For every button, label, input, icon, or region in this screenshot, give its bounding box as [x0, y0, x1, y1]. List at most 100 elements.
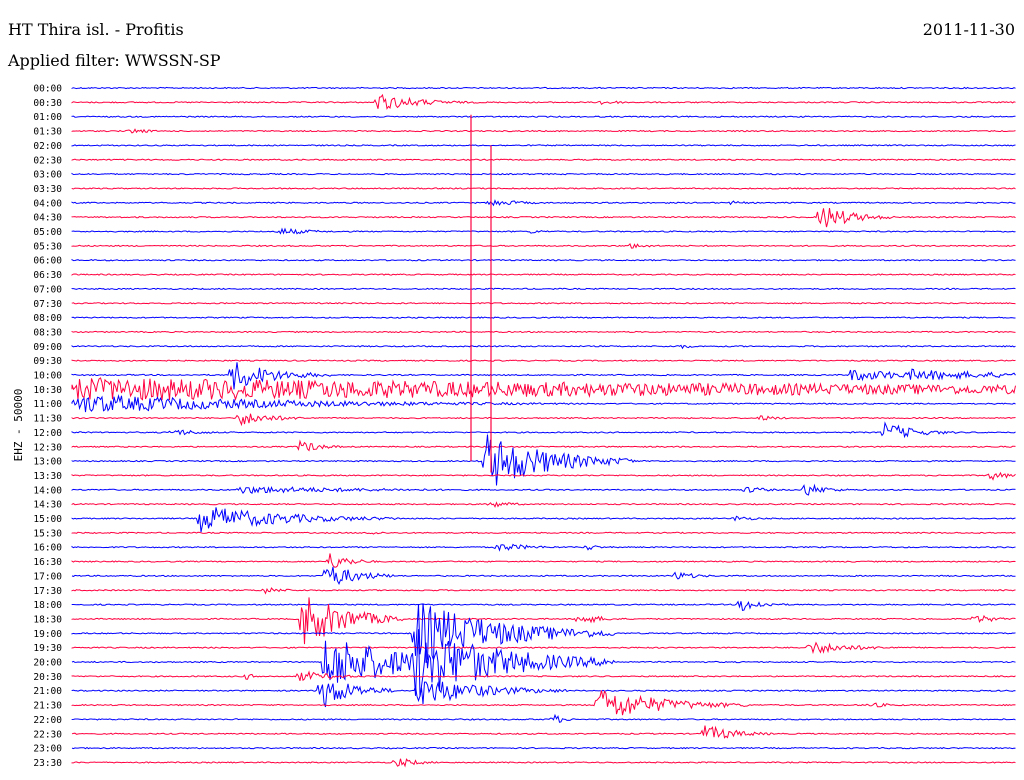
- trace-1500: [71, 507, 1016, 533]
- trace-1930: [71, 641, 1016, 655]
- time-label-2300: 23:00: [33, 744, 62, 755]
- time-label-2130: 21:30: [33, 701, 62, 712]
- time-label-0100: 01:00: [33, 112, 62, 123]
- time-label-1800: 18:00: [33, 600, 62, 611]
- trace-0130: [71, 128, 1016, 134]
- trace-2100: [71, 681, 1016, 708]
- trace-0330: [71, 187, 1016, 190]
- time-label-1900: 19:00: [33, 629, 62, 640]
- time-label-1300: 13:00: [33, 457, 62, 468]
- time-label-0830: 08:30: [33, 327, 62, 338]
- time-label-1600: 16:00: [33, 543, 62, 554]
- trace-1100: [71, 394, 1016, 413]
- trace-0530: [71, 242, 1016, 249]
- time-label-0500: 05:00: [33, 227, 62, 238]
- time-label-2100: 21:00: [33, 686, 62, 697]
- trace-1430: [71, 501, 1016, 508]
- trace-0930: [71, 359, 1016, 362]
- time-label-0730: 07:30: [33, 299, 62, 310]
- time-label-0630: 06:30: [33, 270, 62, 281]
- time-label-0230: 02:30: [33, 155, 62, 166]
- trace-1030: [71, 377, 1016, 401]
- trace-2300: [71, 746, 1016, 750]
- time-label-0200: 02:00: [33, 141, 62, 152]
- trace-0600: [71, 258, 1016, 262]
- time-label-0800: 08:00: [33, 313, 62, 324]
- trace-0230: [71, 158, 1016, 161]
- trace-1730: [71, 587, 1016, 595]
- trace-1330: [71, 471, 1016, 481]
- trace-1400: [71, 483, 1016, 496]
- date-label: 2011-11-30: [922, 20, 1015, 39]
- time-label-1530: 15:30: [33, 528, 62, 539]
- trace-1530: [71, 531, 1016, 535]
- trace-1630: [71, 553, 1016, 568]
- time-label-2330: 23:30: [33, 758, 62, 769]
- time-label-1200: 12:00: [33, 428, 62, 439]
- trace-2130: [71, 690, 1016, 716]
- time-label-0130: 01:30: [33, 127, 62, 138]
- trace-2330: [71, 758, 1016, 768]
- trace-1000: [71, 362, 1016, 390]
- trace-0830: [71, 330, 1016, 334]
- trace-1230: [71, 439, 1016, 452]
- trace-1300: [71, 434, 1016, 486]
- time-label-0000: 00:00: [33, 84, 62, 95]
- station-title: HT Thira isl. - Profitis: [8, 20, 184, 39]
- trace-2200: [71, 713, 1016, 723]
- time-label-0930: 09:30: [33, 356, 62, 367]
- trace-0700: [71, 287, 1016, 291]
- time-label-2030: 20:30: [33, 672, 62, 683]
- time-label-1700: 17:00: [33, 571, 62, 582]
- time-label-0600: 06:00: [33, 256, 62, 267]
- trace-1130: [71, 413, 1016, 427]
- time-label-1930: 19:30: [33, 643, 62, 654]
- trace-0300: [71, 172, 1016, 176]
- time-label-0300: 03:00: [33, 170, 62, 181]
- trace-0630: [71, 273, 1016, 276]
- time-label-1630: 16:30: [33, 557, 62, 568]
- trace-1900: [71, 603, 1016, 663]
- time-label-1330: 13:30: [33, 471, 62, 482]
- trace-1200: [71, 421, 1016, 439]
- time-label-1100: 11:00: [33, 399, 62, 410]
- time-label-0430: 04:30: [33, 213, 62, 224]
- time-label-1030: 10:30: [33, 385, 62, 396]
- time-label-1500: 15:00: [33, 514, 62, 525]
- trace-0200: [71, 144, 1016, 147]
- time-label-0030: 00:30: [33, 98, 62, 109]
- time-label-2230: 22:30: [33, 729, 62, 740]
- trace-0730: [71, 302, 1016, 305]
- trace-0030: [71, 93, 1016, 110]
- trace-2030: [71, 670, 1016, 682]
- time-label-1730: 17:30: [33, 586, 62, 597]
- time-label-1830: 18:30: [33, 614, 62, 625]
- trace-0400: [71, 199, 1016, 207]
- time-label-0530: 05:30: [33, 241, 62, 252]
- time-label-0400: 04:00: [33, 198, 62, 209]
- time-label-0900: 09:00: [33, 342, 62, 353]
- time-label-0700: 07:00: [33, 284, 62, 295]
- trace-1600: [71, 543, 1016, 552]
- trace-1800: [71, 600, 1016, 611]
- time-label-2200: 22:00: [33, 715, 62, 726]
- filter-label: Applied filter: WWSSN-SP: [8, 51, 221, 70]
- trace-1830: [71, 597, 1016, 645]
- trace-0430: [71, 208, 1016, 228]
- trace-0000: [71, 86, 1016, 90]
- trace-1700: [71, 566, 1016, 585]
- time-label-1400: 14:00: [33, 485, 62, 496]
- trace-0100: [71, 115, 1016, 118]
- trace-2230: [71, 725, 1016, 739]
- time-label-1430: 14:30: [33, 500, 62, 511]
- time-label-1000: 10:00: [33, 371, 62, 382]
- trace-0900: [71, 344, 1016, 350]
- time-label-2000: 20:00: [33, 658, 62, 669]
- trace-2000: [71, 629, 1016, 697]
- time-label-1230: 12:30: [33, 442, 62, 453]
- trace-0800: [71, 316, 1016, 319]
- time-label-1130: 11:30: [33, 414, 62, 425]
- time-label-0330: 03:30: [33, 184, 62, 195]
- trace-0500: [71, 227, 1016, 235]
